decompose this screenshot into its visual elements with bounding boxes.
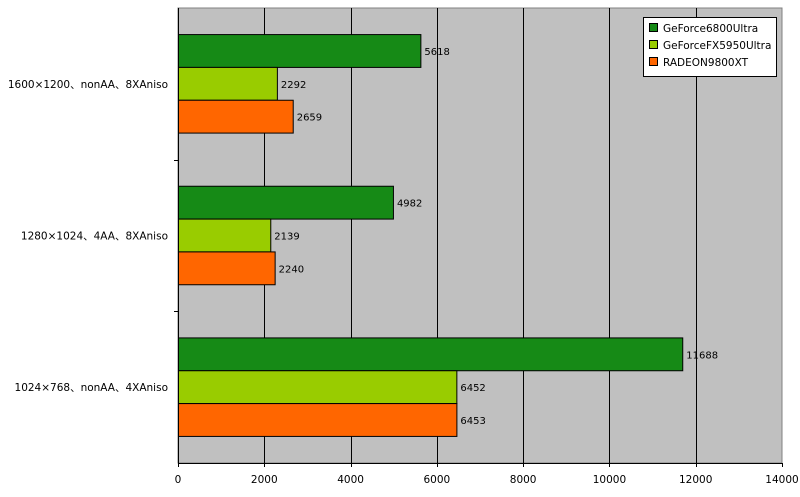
bar xyxy=(178,337,684,372)
x-tick-label: 10000 xyxy=(593,474,626,486)
category-label: 1280×1024、4AA、8XAniso xyxy=(21,231,168,243)
x-tick-label: 6000 xyxy=(423,474,450,486)
data-label: 6452 xyxy=(460,383,485,394)
data-label: 4982 xyxy=(397,199,422,210)
data-label: 2139 xyxy=(274,232,299,243)
legend: GeForce6800Ultra GeForceFX5950Ultra RADEON… xyxy=(643,17,777,77)
data-label: 11688 xyxy=(686,350,718,361)
legend-swatch xyxy=(649,40,658,49)
data-label: 6453 xyxy=(460,416,485,427)
legend-box xyxy=(643,17,777,77)
bar xyxy=(178,370,458,405)
category-label: 1024×768、nonAA、4XAniso xyxy=(15,382,168,394)
legend-entry: GeForceFX5950Ultra xyxy=(663,40,771,52)
bar xyxy=(178,251,276,286)
legend-entry: GeForce6800Ultra xyxy=(663,23,758,35)
data-label: 5618 xyxy=(424,47,449,58)
bar xyxy=(178,403,458,437)
legend-entry: RADEON9800XT xyxy=(663,57,749,69)
legend-swatch xyxy=(649,23,658,32)
x-tick-label: 12000 xyxy=(679,474,712,486)
data-label: 2240 xyxy=(279,264,304,275)
data-labels: 5618 2292 2659 4982 2139 2240 11688 6452 6453 xyxy=(274,47,718,427)
data-label: 2292 xyxy=(281,80,306,91)
bars xyxy=(178,34,684,437)
axes: 0 2000 4000 6000 8000 10000 12000 14000 1600×120… xyxy=(8,8,799,486)
category-label: 1600×1200、nonAA、8XAniso xyxy=(8,79,168,91)
bar xyxy=(178,66,278,101)
x-tick-label: 0 xyxy=(175,474,182,486)
bar xyxy=(178,185,394,220)
data-label: 2659 xyxy=(297,113,322,124)
x-tick-label: 14000 xyxy=(765,474,798,486)
legend-swatch xyxy=(649,57,658,66)
x-tick-label: 2000 xyxy=(251,474,278,486)
bar xyxy=(178,34,422,68)
x-tick-label: 4000 xyxy=(337,474,364,486)
x-tick-label: 8000 xyxy=(510,474,537,486)
bar xyxy=(178,99,294,134)
bar xyxy=(178,218,272,253)
